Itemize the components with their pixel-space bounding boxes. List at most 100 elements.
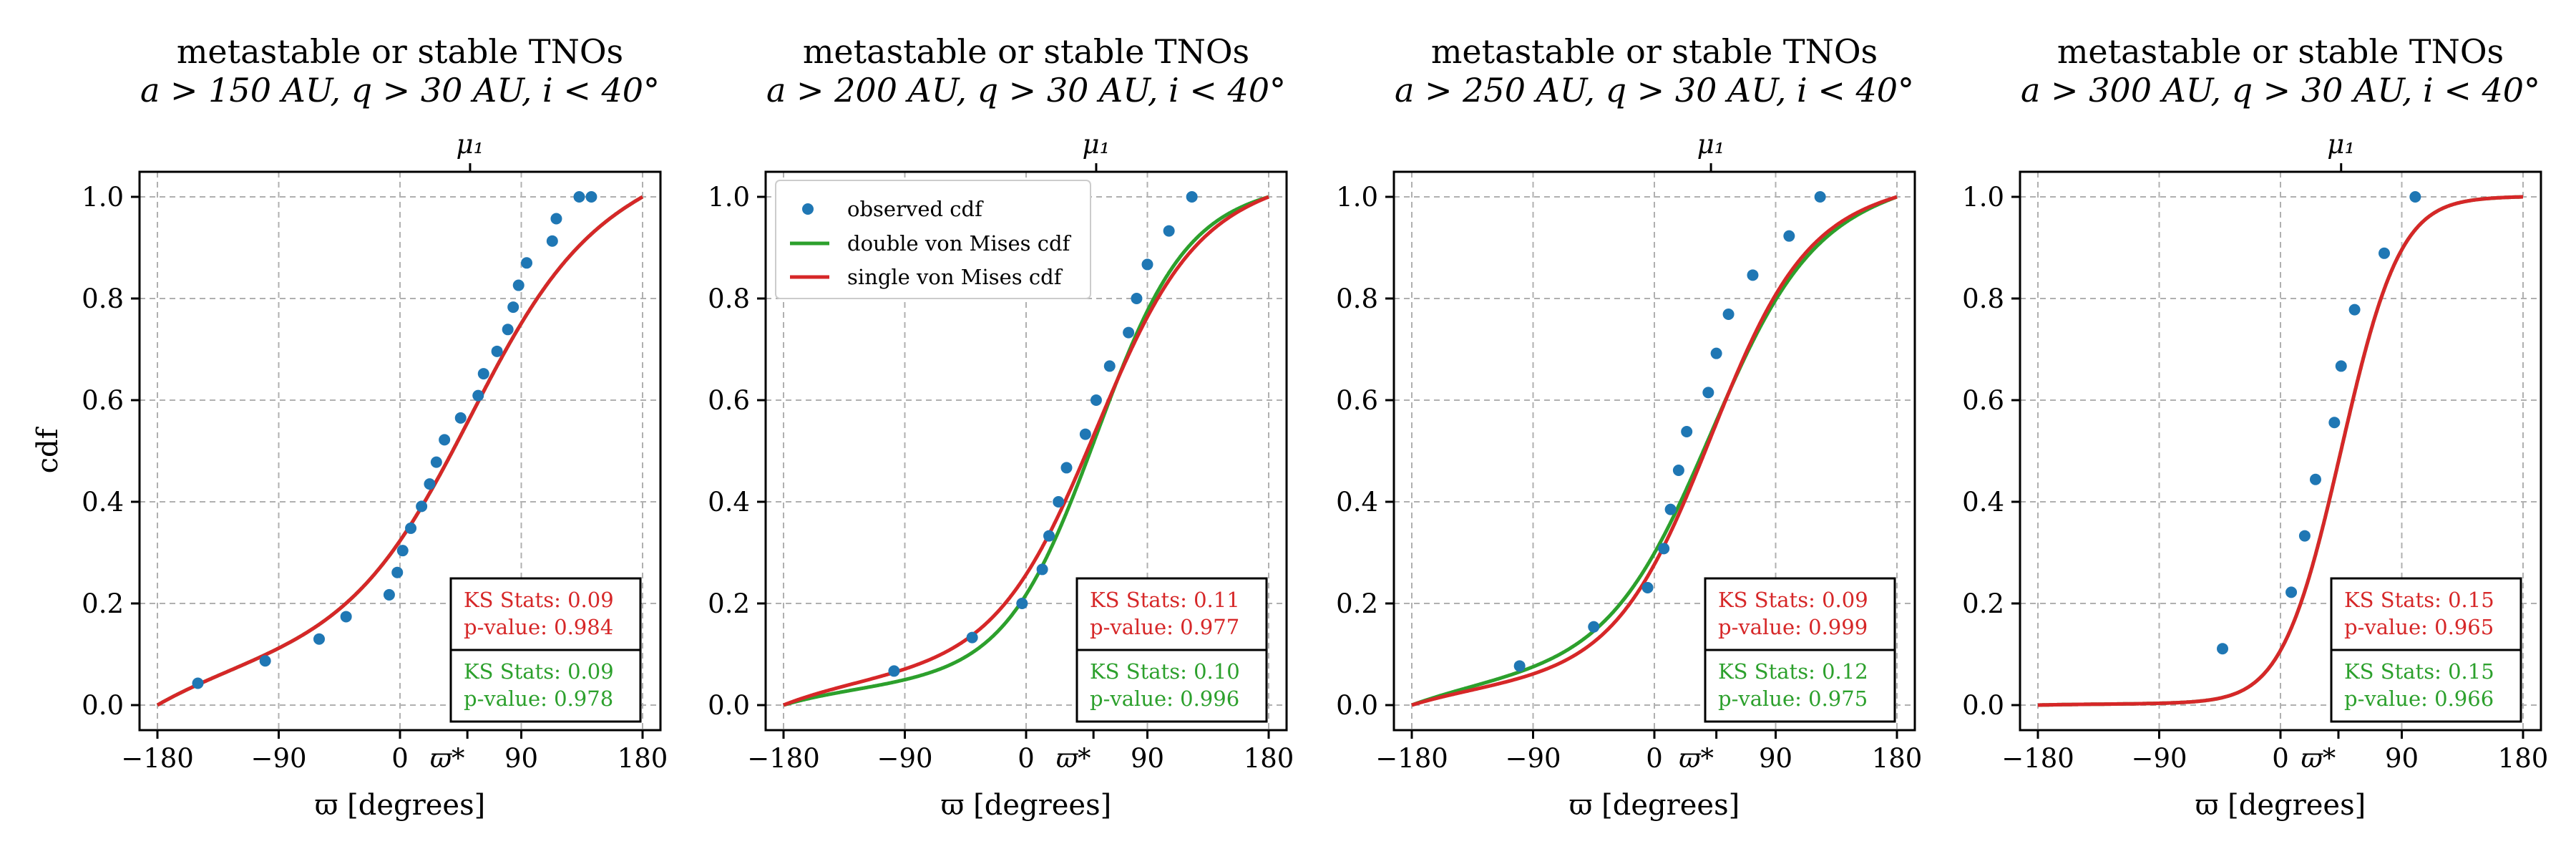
x-tick-label: 0 [2272,743,2289,774]
x-tick-label: −90 [250,743,306,774]
observed-point [1710,347,1722,359]
x-tick-label: 180 [1872,743,1923,774]
ks-double-pvalue: p-value: 0.996 [1090,686,1239,711]
ks-double-stat: KS Stats: 0.12 [1718,659,1868,684]
y-tick-label: 0.4 [1962,487,2004,518]
panel-subtitle: a > 250 AU, q > 30 AU, i < 40° [1395,71,1914,110]
y-tick-label: 0.6 [708,385,750,416]
double-von-mises-curve [783,195,1269,707]
panel-title: metastable or stable TNOs [177,32,623,71]
observed-point [1186,191,1198,203]
panel-subtitle: a > 150 AU, q > 30 AU, i < 40° [140,71,660,110]
y-tick-label: 0.2 [82,588,124,619]
observed-point [1163,225,1175,237]
observed-point [259,655,271,667]
ks-single-pvalue: p-value: 0.965 [2344,615,2494,639]
x-tick-label: 90 [2385,743,2419,774]
y-tick-label: 0.6 [82,385,124,416]
panel-subtitle: a > 200 AU, q > 30 AU, i < 40° [766,71,1286,110]
ks-single-box [449,577,642,651]
legend-double-label: double von Mises cdf [847,231,1072,256]
single-von-mises-curve [2038,195,2523,707]
legend-single-label: single von Mises cdf [847,265,1063,289]
observed-point [1036,563,1048,576]
observed-point [383,588,395,601]
observed-point [573,191,585,203]
x-axis-label: ϖ [degrees] [2195,789,2366,822]
ks-single-stat: KS Stats: 0.09 [464,588,614,612]
varpi-star-label: ϖ* [1056,743,1091,774]
y-tick-label: 0.6 [1962,385,2004,416]
x-tick-label: −90 [2131,743,2187,774]
observed-point [502,324,514,336]
observed-point [416,500,428,513]
y-tick-label: 0.8 [82,283,124,314]
x-tick-label: 90 [504,743,538,774]
y-tick-label: 0.0 [708,690,750,721]
y-tick-label: 0.0 [1336,690,1378,721]
y-tick-label: 0.2 [708,588,750,619]
observed-point [1079,428,1091,440]
x-tick-label: −90 [877,743,932,774]
ks-double-box [1075,649,1268,723]
x-tick-label: 0 [1646,743,1663,774]
ks-single-box [1075,577,1268,651]
observed-point [396,545,409,557]
observed-point [1641,581,1654,593]
ks-double-pvalue: p-value: 0.978 [464,686,613,711]
ks-single-box [2330,577,2522,651]
single-von-mises-curve [156,195,644,707]
observed-point [507,301,519,314]
ks-single-pvalue: p-value: 0.999 [1718,615,1868,639]
y-tick-label: 0.2 [1962,588,2004,619]
observed-point [2409,191,2421,203]
observed-point [585,191,597,203]
observed-point [1103,360,1116,372]
observed-point [1722,309,1735,321]
ks-double-box [1704,649,1896,723]
observed-point [1702,387,1714,399]
y-tick-label: 0.8 [708,283,750,314]
ks-double-box [449,649,642,723]
y-tick-label: 0.8 [1336,283,1378,314]
observed-point [2309,473,2321,485]
y-tick-label: 1.0 [1336,182,1378,213]
observed-point [1747,269,1759,281]
observed-point [2348,304,2361,316]
y-tick-label: 1.0 [1962,182,2004,213]
observed-point [2217,643,2229,655]
observed-point [1681,426,1693,438]
ks-single-stat: KS Stats: 0.11 [1090,588,1240,612]
single-von-mises-curve [782,195,1270,707]
varpi-star-label: ϖ* [430,743,465,774]
panel-title: metastable or stable TNOs [803,32,1249,71]
x-axis-label: ϖ [degrees] [1569,789,1740,822]
mu1-label: μ₁ [1697,129,1725,160]
observed-point [340,611,352,623]
varpi-star-label: ϖ* [2301,743,2336,774]
y-tick-label: 0.0 [1962,690,2004,721]
observed-point [472,389,484,402]
observed-point [1016,598,1028,609]
observed-point [192,677,204,689]
ks-double-box [2330,649,2522,723]
y-tick-label: 0.4 [1336,487,1378,518]
observed-point [1783,230,1795,242]
observed-point [424,478,436,490]
y-tick-label: 1.0 [82,182,124,213]
observed-point [477,368,489,380]
y-tick-label: 0.6 [1336,385,1378,416]
x-tick-label: 0 [1018,743,1035,774]
observed-point [1141,258,1153,271]
observed-point [2285,586,2298,598]
x-tick-label: −180 [747,743,820,774]
mu1-label: μ₁ [456,129,484,160]
observed-point [430,456,442,468]
x-tick-label: −90 [1505,743,1561,774]
x-tick-label: 180 [1244,743,1294,774]
